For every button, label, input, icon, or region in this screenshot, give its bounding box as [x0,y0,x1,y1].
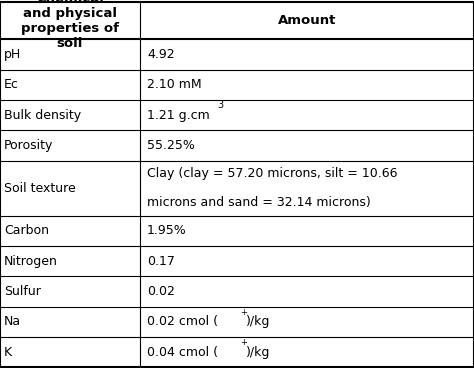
Text: 1.95%: 1.95% [147,224,187,237]
Text: Amount: Amount [278,14,336,27]
Text: 4.92: 4.92 [147,48,174,61]
Text: Chemical
and physical
properties of
soil: Chemical and physical properties of soil [21,0,119,50]
Text: microns and sand = 32.14 microns): microns and sand = 32.14 microns) [147,197,371,209]
Text: Ec: Ec [4,78,18,91]
Text: Sulfur: Sulfur [4,285,41,298]
Text: 0.02 cmol (: 0.02 cmol ( [147,315,218,328]
Text: 55.25%: 55.25% [147,139,195,152]
Text: +: + [240,339,247,347]
Text: 0.17: 0.17 [147,255,175,268]
Text: Soil texture: Soil texture [4,181,75,195]
Text: )/kg: )/kg [246,346,270,358]
Text: Na: Na [4,315,21,328]
Text: )/kg: )/kg [246,315,270,328]
Text: 3: 3 [217,100,223,110]
Text: 0.04 cmol (: 0.04 cmol ( [147,346,218,358]
Text: 0.02: 0.02 [147,285,175,298]
Text: 2.10 mM: 2.10 mM [147,78,201,91]
Text: pH: pH [4,48,21,61]
Text: Porosity: Porosity [4,139,53,152]
Text: Bulk density: Bulk density [4,109,81,121]
Text: Nitrogen: Nitrogen [4,255,58,268]
Text: +: + [240,308,247,317]
Text: K: K [4,346,12,358]
Text: Carbon: Carbon [4,224,49,237]
Text: Clay (clay = 57.20 microns, silt = 10.66: Clay (clay = 57.20 microns, silt = 10.66 [147,167,397,180]
Text: 1.21 g.cm: 1.21 g.cm [147,109,210,121]
